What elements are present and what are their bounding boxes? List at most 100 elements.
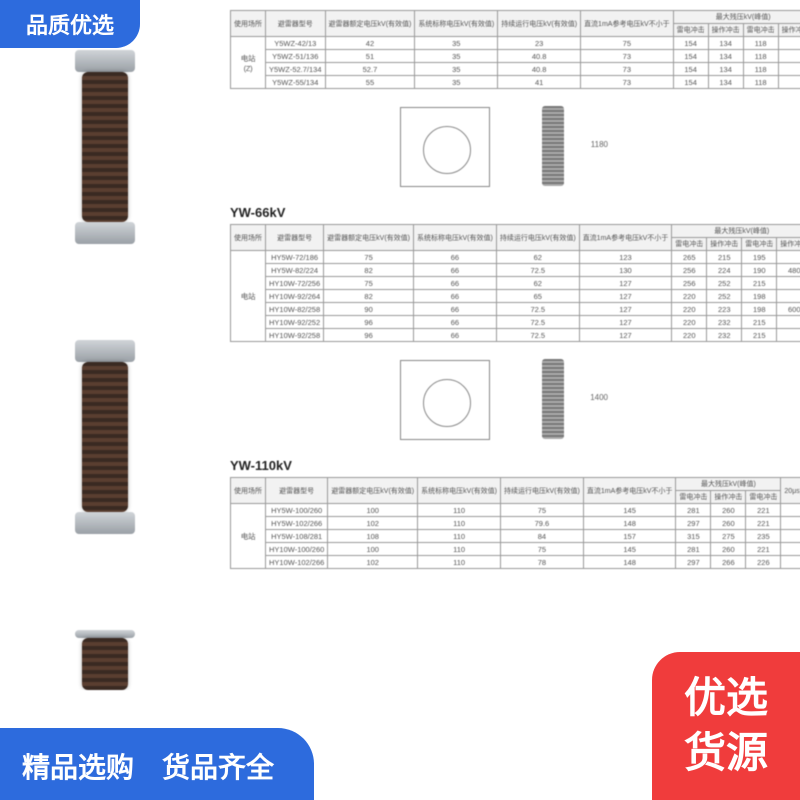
col-use: 使用场所 xyxy=(231,225,266,251)
data-cell: 232 xyxy=(707,316,742,329)
use-cell: 电站 xyxy=(231,251,266,342)
badge-text: 品质优选 xyxy=(26,8,114,40)
base-view-diagram xyxy=(400,107,490,187)
col-light1: 雷电冲击 xyxy=(672,238,707,251)
data-cell: 215 xyxy=(742,316,777,329)
data-cell: 110 xyxy=(418,556,501,569)
data-cell: 123 xyxy=(579,251,672,264)
col-model: 避雷器型号 xyxy=(266,225,324,251)
data-cell: 66 xyxy=(414,303,497,316)
diagram-height-label: 1180 xyxy=(591,140,608,149)
table-row: HY10W-92/264826665127220252198 xyxy=(231,290,800,303)
table-row: HY10W-72/256756662127256252215 xyxy=(231,277,800,290)
spec-tables-column: 使用场所 避雷器型号 避雷器额定电压kV(有效值) 系统标称电压kV(有效值) … xyxy=(230,10,750,710)
data-cell: 73 xyxy=(581,63,674,76)
data-cell: 297 xyxy=(676,517,711,530)
col-dc1ma: 直流1mA参考电压kV不小于 xyxy=(581,11,674,37)
data-cell: 23 xyxy=(498,37,581,50)
data-cell: 235 xyxy=(746,530,781,543)
data-cell xyxy=(778,50,800,63)
table-row: HY5W-102/26610211079.6148297260221 xyxy=(231,517,800,530)
red-line1: 优选 xyxy=(684,671,768,726)
base-view-diagram xyxy=(400,360,490,440)
table-row: HY10W-102/26610211078148297266226 xyxy=(231,556,800,569)
data-cell: 220 xyxy=(672,303,707,316)
table-header-row: 使用场所 避雷器型号 避雷器额定电压kV(有效值) 系统标称电压kV(有效值) … xyxy=(231,478,800,491)
data-cell xyxy=(781,504,800,517)
table-header-row: 使用场所 避雷器型号 避雷器额定电压kV(有效值) 系统标称电压kV(有效值) … xyxy=(231,11,800,24)
data-cell: 82 xyxy=(324,264,414,277)
data-cell: 42 xyxy=(325,37,415,50)
data-cell: 96 xyxy=(324,316,414,329)
table-row: 电站HY5W-100/26010011075145281260221 xyxy=(231,504,800,517)
data-cell: 72.5 xyxy=(496,329,579,342)
arrester-cap xyxy=(75,340,135,362)
side-view-diagram: 1180 xyxy=(520,100,580,195)
data-cell: 297 xyxy=(676,556,711,569)
table-row: HY5W-108/28110811084157315275235 xyxy=(231,530,800,543)
col-dc1ma: 直流1mA参考电压kV不小于 xyxy=(579,225,672,251)
table-row: 电站(Z)Y5WZ-42/1342352375154134118 xyxy=(231,37,800,50)
data-cell: HY10W-82/258 xyxy=(266,303,324,316)
data-cell: 72.5 xyxy=(496,303,579,316)
data-cell: 110 xyxy=(418,530,501,543)
data-cell: 600 xyxy=(777,303,800,316)
data-cell xyxy=(778,63,800,76)
data-cell: 221 xyxy=(746,543,781,556)
data-cell: 145 xyxy=(583,504,676,517)
data-cell: HY5W-108/281 xyxy=(266,530,328,543)
col-light2: 雷电冲击 xyxy=(746,491,781,504)
dimension-diagram-1: 1180 xyxy=(230,97,750,197)
data-cell xyxy=(778,37,800,50)
col-sys: 系统标称电压kV(有效值) xyxy=(414,225,497,251)
data-cell: 118 xyxy=(743,76,778,89)
data-cell: 35 xyxy=(415,63,498,76)
col-op1: 操作冲击 xyxy=(711,491,746,504)
data-cell xyxy=(781,543,800,556)
data-cell: Y5WZ-51/136 xyxy=(266,50,326,63)
product-images-column xyxy=(30,50,180,690)
arrester-body xyxy=(82,362,128,512)
data-cell: 198 xyxy=(742,303,777,316)
data-cell: 127 xyxy=(579,290,672,303)
col-use: 使用场所 xyxy=(231,478,266,504)
data-cell: HY10W-102/266 xyxy=(266,556,328,569)
data-cell: 220 xyxy=(672,329,707,342)
data-cell: 100 xyxy=(328,543,418,556)
data-cell: 66 xyxy=(414,329,497,342)
data-cell: 260 xyxy=(711,517,746,530)
col-cont: 持续运行电压kV(有效值) xyxy=(501,478,584,504)
data-cell: 102 xyxy=(328,556,418,569)
data-cell: HY5W-72/186 xyxy=(266,251,324,264)
col-sys: 系统标称电压kV(有效值) xyxy=(415,11,498,37)
data-cell xyxy=(777,251,800,264)
data-cell: 134 xyxy=(708,76,743,89)
data-cell: 215 xyxy=(707,251,742,264)
data-cell: 223 xyxy=(707,303,742,316)
bottom-right-badge: 优选 货源 xyxy=(652,652,800,800)
data-cell: HY5W-82/224 xyxy=(266,264,324,277)
arrester-cap xyxy=(75,50,135,72)
table-row: Y5WZ-52.7/13452.73540.873154134118 xyxy=(231,63,800,76)
col-use: 使用场所 xyxy=(231,11,266,37)
data-cell: 275 xyxy=(711,530,746,543)
data-cell: 110 xyxy=(418,517,501,530)
data-cell: 82 xyxy=(324,290,414,303)
col-rated: 避雷器额定电压kV(有效值) xyxy=(328,478,418,504)
arrester-photo-2 xyxy=(30,340,180,540)
spec-table-3: 使用场所 避雷器型号 避雷器额定电压kV(有效值) 系统标称电压kV(有效值) … xyxy=(230,477,800,569)
data-cell: 154 xyxy=(673,37,708,50)
data-cell: 148 xyxy=(583,517,676,530)
data-cell: 127 xyxy=(579,277,672,290)
data-cell: 41 xyxy=(498,76,581,89)
data-cell: 266 xyxy=(711,556,746,569)
spec-table-1: 使用场所 避雷器型号 避雷器额定电压kV(有效值) 系统标称电压kV(有效值) … xyxy=(230,10,800,89)
data-cell: 40.8 xyxy=(498,63,581,76)
col-op2: 操作冲击 xyxy=(777,238,800,251)
banner-text-a: 精品选购 xyxy=(22,746,134,786)
banner-text-b: 货品齐全 xyxy=(162,746,274,786)
col-rated: 避雷器额定电压kV(有效值) xyxy=(325,11,415,37)
col-dc1ma: 直流1mA参考电压kV不小于 xyxy=(583,478,676,504)
data-cell: 148 xyxy=(583,556,676,569)
data-cell: HY5W-100/260 xyxy=(266,504,328,517)
